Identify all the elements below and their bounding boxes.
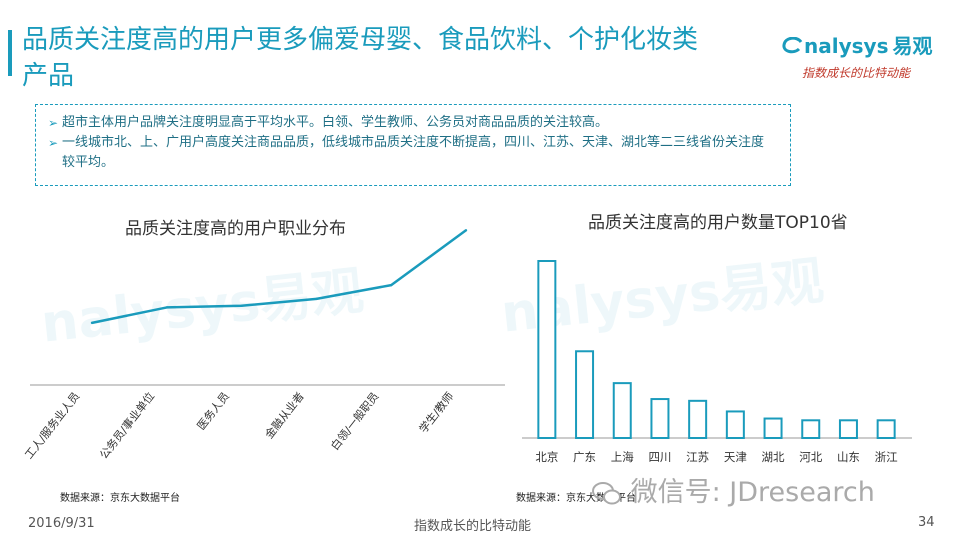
bar-浙江 xyxy=(876,419,896,439)
finding-text: 一线城市北、上、广用户高度关注商品品质，低线城市品质关注度不断提高，四川、江苏、… xyxy=(62,135,765,170)
data-point xyxy=(464,229,468,232)
logo-cn: 易观 xyxy=(892,34,933,58)
key-findings-box: ➢ 超市主体用户品牌关注度明显高于平均水平。白领、学生教师、公务员对商品品质的关… xyxy=(35,104,791,186)
data-point xyxy=(390,283,393,287)
bar-江苏 xyxy=(688,399,708,439)
bar-北京 xyxy=(537,260,557,439)
bar-上海 xyxy=(612,382,632,440)
footer-slogan: 指数成长的比特动能 xyxy=(414,519,532,534)
x-tick-label: 河北 xyxy=(799,450,822,464)
bar-四川 xyxy=(650,398,670,439)
page-title: 品质关注度高的用户更多偏爱母婴、食品饮料、个护化妆类产品 xyxy=(22,25,699,91)
analysys-logo: nalysys 易观 指数成长的比特动能 xyxy=(782,30,942,86)
occupation-chart-title: 品质关注度高的用户职业分布 xyxy=(125,219,346,239)
wechat-icon xyxy=(592,481,621,504)
x-tick-label: 浙江 xyxy=(875,450,898,464)
x-tick-label: 四川 xyxy=(648,450,671,464)
page-number: 34 xyxy=(918,515,935,530)
province-chart-title: 品质关注度高的用户数量TOP10省 xyxy=(588,213,848,233)
x-tick-label: 江苏 xyxy=(686,450,709,464)
bar-河北 xyxy=(801,419,821,439)
data-source-left: 数据来源：京东大数据平台 xyxy=(60,493,180,504)
finding-item: ➢ 超市主体用户品牌关注度明显高于平均水平。白领、学生教师、公务员对商品品质的关… xyxy=(48,113,776,133)
arrow-bullet-icon: ➢ xyxy=(48,136,59,150)
title-accent-bar xyxy=(8,30,12,76)
bar-广东 xyxy=(575,350,595,439)
data-point xyxy=(240,304,243,307)
data-point xyxy=(90,321,94,325)
arrow-bullet-icon: ➢ xyxy=(48,116,59,130)
data-point xyxy=(165,306,168,309)
logo-swirl-icon xyxy=(782,36,803,54)
data-source-right: 数据来源：京东大数据平台 xyxy=(516,493,636,504)
bar-湖北 xyxy=(763,417,783,439)
logo-slogan: 指数成长的比特动能 xyxy=(802,66,911,80)
finding-item: ➢ 一线城市北、上、广用户高度关注商品品质，低线城市品质关注度不断提高，四川、江… xyxy=(48,133,776,173)
logo-wordmark: nalysys 易观 xyxy=(782,30,932,59)
x-tick-label: 天津 xyxy=(724,450,747,464)
wechat-id: 微信号: JDresearch xyxy=(630,477,875,508)
occupation-series-line xyxy=(91,229,467,325)
finding-text: 超市主体用户品牌关注度明显高于平均水平。白领、学生教师、公务员对商品品质的关注较… xyxy=(62,115,609,130)
logo-text: nalysys xyxy=(804,34,889,58)
bar-天津 xyxy=(725,410,745,440)
x-tick-label: 北京 xyxy=(535,450,558,464)
bar-山东 xyxy=(838,419,858,439)
footer-date: 2016/9/31 xyxy=(28,516,95,531)
x-tick-label: 湖北 xyxy=(762,450,785,464)
x-tick-label: 广东 xyxy=(573,450,596,464)
x-tick-label: 上海 xyxy=(611,450,634,464)
data-point xyxy=(315,297,318,301)
x-tick-label: 山东 xyxy=(837,450,860,464)
wechat-overlay: 微信号: JDresearch xyxy=(592,470,875,509)
